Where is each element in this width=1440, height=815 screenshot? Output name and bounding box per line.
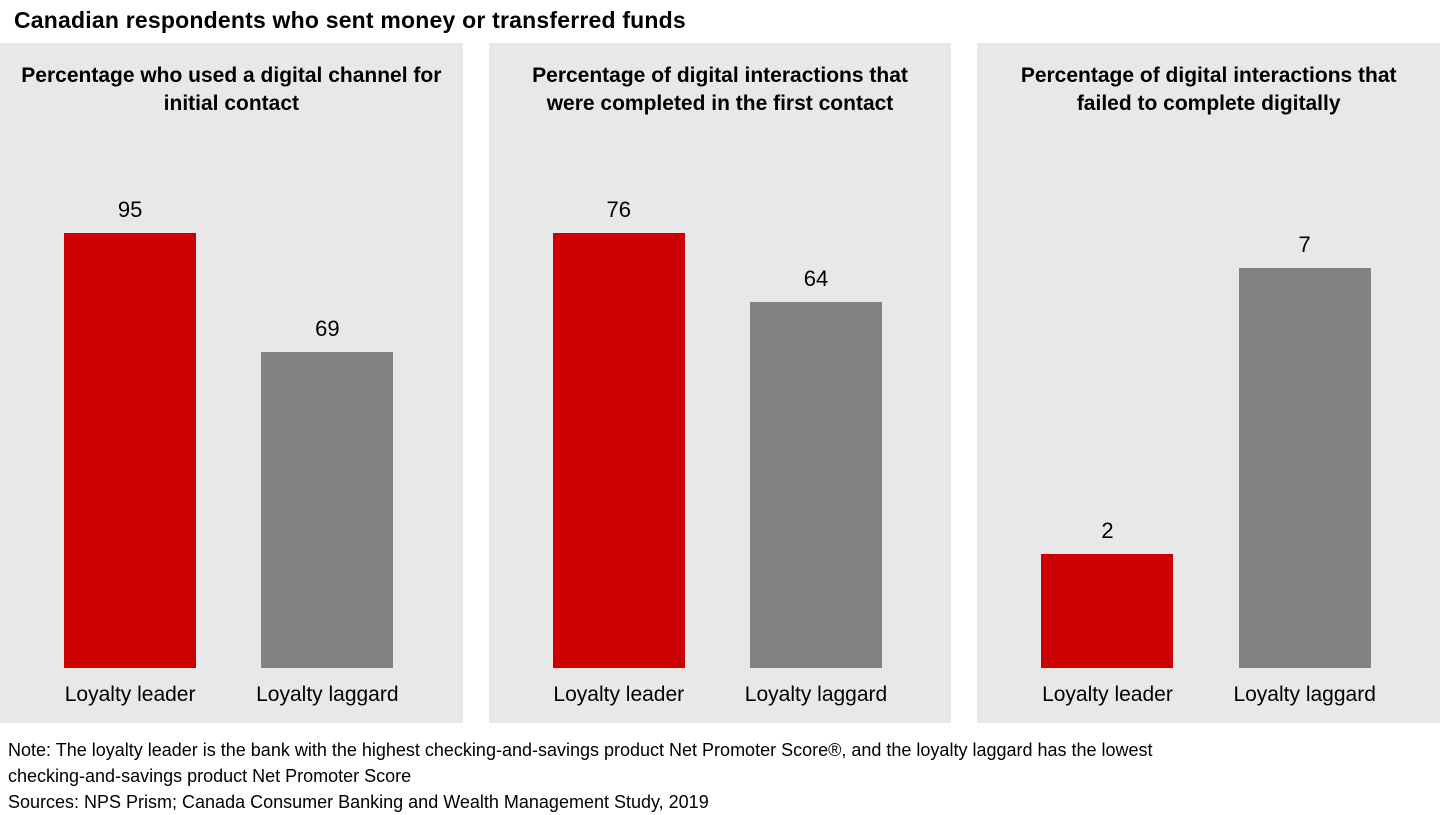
category-label-loyalty-laggard: Loyalty laggard [744,683,888,706]
category-label-loyalty-laggard: Loyalty laggard [1233,683,1376,706]
bar-loyalty-leader [1041,554,1174,668]
panel-title-failed-to-complete: Percentage of digital interactions that … [1020,64,1397,115]
panel-failed-to-complete: Percentage of digital interactions that … [977,43,1440,723]
bar-loyalty-laggard [750,302,882,668]
bar-loyalty-laggard [1238,268,1371,668]
bar-group-loyalty-leader: 95 Loyalty leader [64,197,197,707]
sources-line: Sources: NPS Prism; Canada Consumer Bank… [8,792,709,812]
panel-title-initial-contact: Percentage who used a digital channel fo… [21,64,442,115]
bar-group-loyalty-laggard: 64 Loyalty laggard [745,266,887,707]
bar-value-label: 69 [315,316,340,341]
category-label-loyalty-leader: Loyalty leader [64,683,196,706]
bar-value-label: 64 [803,266,829,291]
bar-loyalty-leader [64,233,197,668]
category-label-loyalty-leader: Loyalty leader [1042,683,1173,706]
chart-footer: Note: The loyalty leader is the bank wit… [0,723,1440,815]
page-title: Canadian respondents who sent money or t… [14,7,686,33]
panel-initial-contact: Percentage who used a digital channel fo… [0,43,463,723]
bar-chart-completed-first-contact: 76 Loyalty leader 64 Loyalty laggard [489,117,952,723]
footnote-line1: Note: The loyalty leader is the bank wit… [8,740,1153,760]
panel-title-completed-first-contact: Percentage of digital interactions that … [532,64,908,115]
chart-panels: Percentage who used a digital channel fo… [0,43,1440,723]
bar-value-label: 7 [1298,232,1311,257]
bar-value-label: 95 [117,197,143,222]
bar-loyalty-leader [552,233,685,668]
bar-group-loyalty-laggard: 69 Loyalty laggard [256,316,398,707]
footnote-line2: checking-and-savings product Net Promote… [8,766,412,786]
bar-value-label: 76 [606,197,632,222]
category-label-loyalty-laggard: Loyalty laggard [256,683,399,706]
panel-completed-first-contact: Percentage of digital interactions that … [488,43,952,723]
bar-group-loyalty-leader: 76 Loyalty leader [552,197,685,707]
bar-loyalty-laggard [261,352,394,668]
bar-chart-failed-to-complete: 2 Loyalty leader 7 Loyalty laggard [977,117,1440,723]
bar-value-label: 2 [1101,518,1114,543]
bar-chart-initial-contact: 95 Loyalty leader 69 Loyalty laggard [0,117,463,723]
bar-group-loyalty-laggard: 7 Loyalty laggard [1233,232,1375,707]
category-label-loyalty-leader: Loyalty leader [553,683,685,706]
bar-group-loyalty-leader: 2 Loyalty leader [1041,518,1174,707]
footnote: Note: The loyalty leader is the bank wit… [8,737,1430,789]
